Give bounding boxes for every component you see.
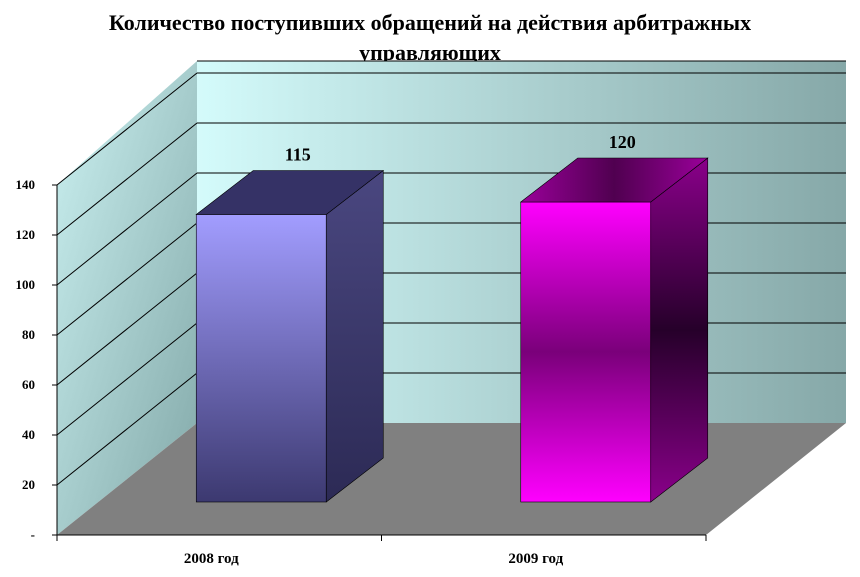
y-tick-label: -: [31, 527, 35, 542]
chart-walls: [57, 61, 846, 535]
data-label: 120: [609, 132, 636, 152]
axis: - 20 40 60 80 100 120 140: [16, 177, 707, 542]
y-tick-label: 100: [16, 277, 36, 292]
y-tick-label: 140: [16, 177, 36, 192]
data-label: 115: [285, 145, 311, 165]
y-tick-label: 20: [22, 477, 35, 492]
bar-front: [520, 201, 652, 503]
gridline-side: [56, 122, 198, 236]
bar-side: [325, 169, 384, 503]
y-tick-label: 80: [22, 327, 35, 342]
gridline-side: [56, 322, 198, 436]
bar-top: [519, 157, 709, 203]
bar-side: [650, 157, 709, 503]
bar-front: [195, 214, 327, 503]
gridline-side: [56, 372, 198, 486]
y-tick-label: 120: [16, 227, 36, 242]
category-label: 2009 год: [508, 551, 563, 567]
gridline-side: [56, 72, 198, 186]
gridline-side: [56, 222, 198, 336]
gridline-side: [56, 172, 198, 286]
y-tick-label: 40: [22, 427, 35, 442]
chart-title-line-1: Количество поступивших обращений на дейс…: [109, 10, 751, 35]
y-tick-label: 60: [22, 377, 35, 392]
side-wall: [57, 61, 197, 535]
bars: [195, 157, 709, 503]
bar-top: [195, 170, 385, 215]
gridline-side: [56, 272, 198, 386]
labels: 115 2008 год 120 2009 год: [184, 132, 636, 567]
category-label: 2008 год: [184, 551, 239, 567]
